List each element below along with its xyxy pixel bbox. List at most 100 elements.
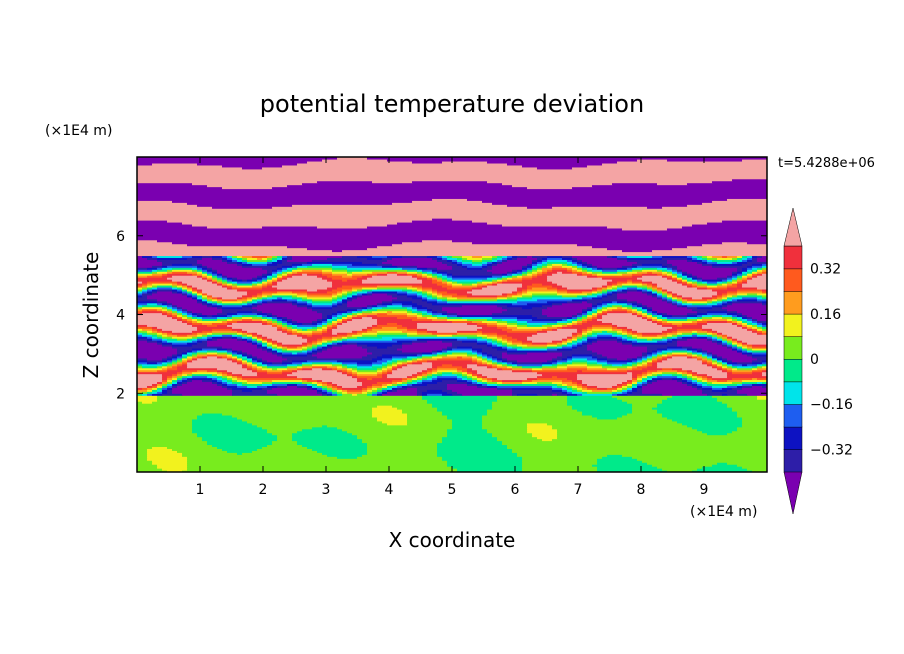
field-cell xyxy=(487,353,493,357)
field-cell xyxy=(572,332,578,335)
field-cell xyxy=(172,387,228,390)
field-cell xyxy=(577,336,583,339)
field-cell xyxy=(492,432,533,436)
field-cell xyxy=(762,324,767,327)
field-cell xyxy=(207,279,213,282)
field-cell xyxy=(357,375,383,379)
field-cell xyxy=(662,320,668,323)
field-cell xyxy=(707,381,713,385)
field-cell xyxy=(702,381,708,385)
field-cell xyxy=(177,385,223,388)
field-cell xyxy=(557,283,608,286)
field-cell xyxy=(172,310,178,314)
field-cell xyxy=(322,381,328,385)
field-cell xyxy=(342,279,348,282)
field-cell xyxy=(642,371,648,375)
field-cell xyxy=(312,347,318,351)
field-cell xyxy=(447,416,483,420)
field-cell xyxy=(752,383,767,386)
field-cell xyxy=(452,261,458,264)
field-cell xyxy=(207,375,218,379)
field-cell xyxy=(672,273,678,276)
field-cell xyxy=(337,314,343,318)
field-cell xyxy=(687,300,708,304)
field-cell xyxy=(502,357,508,361)
field-cell xyxy=(582,310,588,314)
field-cell xyxy=(352,288,358,292)
field-cell xyxy=(482,320,498,323)
field-cell xyxy=(267,340,273,343)
field-cell xyxy=(517,275,523,278)
field-cell xyxy=(392,359,398,363)
field-cell xyxy=(167,302,173,306)
field-cell xyxy=(492,357,498,361)
field-cell xyxy=(592,330,603,333)
field-cell xyxy=(372,316,398,320)
field-cell xyxy=(727,340,733,343)
field-cell xyxy=(332,269,348,272)
field-cell xyxy=(702,430,733,434)
field-cell xyxy=(687,349,693,353)
field-cell xyxy=(692,377,698,381)
field-cell xyxy=(247,259,268,262)
field-cell xyxy=(242,361,248,365)
field-cell xyxy=(497,296,508,300)
field-cell xyxy=(697,334,708,337)
field-cell xyxy=(417,379,423,383)
field-cell xyxy=(477,324,488,327)
field-cell xyxy=(317,318,323,322)
field-cell xyxy=(727,361,738,365)
field-cell xyxy=(157,288,173,292)
field-cell xyxy=(317,180,373,184)
field-cell xyxy=(297,375,353,379)
field-cell xyxy=(137,434,198,438)
field-cell xyxy=(192,332,198,335)
field-cell xyxy=(587,365,603,369)
field-cell xyxy=(137,227,623,231)
field-cell xyxy=(312,320,318,323)
field-cell xyxy=(347,294,353,298)
field-cell xyxy=(487,375,538,379)
field-cell xyxy=(267,369,283,373)
field-cell xyxy=(237,377,243,381)
field-cell xyxy=(567,324,573,327)
field-cell xyxy=(387,385,393,388)
field-cell xyxy=(687,369,693,373)
field-cell xyxy=(417,373,423,377)
field-cell xyxy=(657,322,663,325)
field-cell xyxy=(557,383,563,386)
colorbar-bin xyxy=(783,403,803,428)
field-cell xyxy=(447,286,473,290)
field-cell xyxy=(717,338,723,341)
field-cell xyxy=(702,296,713,300)
field-cell xyxy=(712,265,748,268)
field-cell xyxy=(137,450,148,453)
field-cell xyxy=(597,357,608,361)
field-cell xyxy=(582,338,588,341)
field-cell xyxy=(312,377,358,381)
field-cell xyxy=(627,389,633,392)
field-cell xyxy=(627,298,663,302)
field-cell xyxy=(562,357,568,361)
field-cell xyxy=(212,298,218,302)
field-cell xyxy=(137,290,143,294)
field-cell xyxy=(522,290,528,294)
field-cell xyxy=(297,324,318,327)
field-cell xyxy=(482,353,488,357)
field-cell xyxy=(732,346,738,349)
field-cell xyxy=(197,269,203,272)
field-cell xyxy=(727,279,733,282)
field-cell xyxy=(417,324,478,327)
field-cell xyxy=(677,267,738,270)
field-cell xyxy=(137,229,767,233)
field-cell xyxy=(272,257,278,260)
field-cell xyxy=(202,265,208,268)
field-cell xyxy=(217,306,223,310)
field-cell xyxy=(187,342,198,345)
field-cell xyxy=(542,271,548,274)
field-cell xyxy=(322,158,388,162)
field-cell xyxy=(322,324,328,327)
field-cell xyxy=(172,332,193,335)
field-cell xyxy=(567,322,573,325)
field-cell xyxy=(427,375,433,379)
